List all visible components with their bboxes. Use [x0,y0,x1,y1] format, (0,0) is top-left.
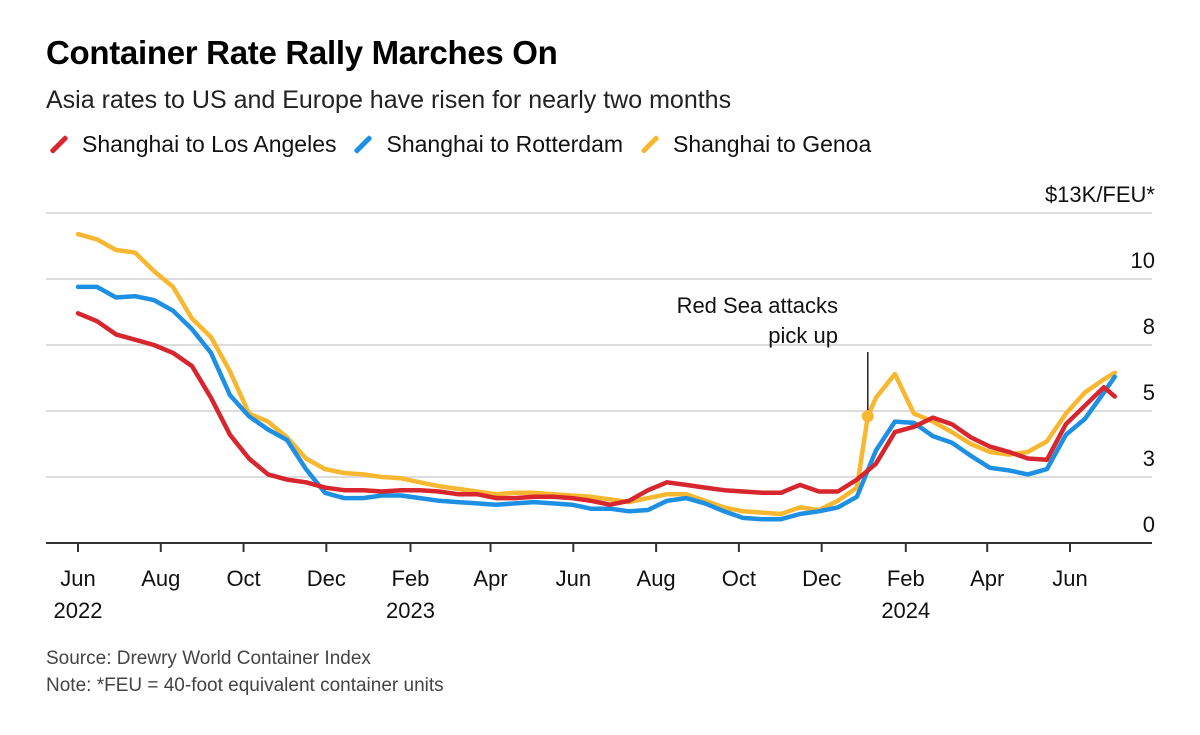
x-tick-label: Jun [556,566,591,591]
x-tick-label: Feb [392,566,430,591]
series-line-shanghai-to-rotterdam [75,284,1118,522]
x-tick-label: Oct [722,566,756,591]
annotation-text: pick up [768,323,838,348]
x-tick-label: Apr [970,566,1004,591]
legend: Shanghai to Los Angeles Shanghai to Rott… [46,131,885,158]
x-tick-label: Jun [60,566,95,591]
y-tick-label: 5 [1143,380,1155,405]
chart-subtitle: Asia rates to US and Europe have risen f… [46,86,732,114]
y-axis-ticks: 0 3 5 8 10 $13K/FEU* [1045,182,1155,537]
series-lines [75,231,1118,522]
annotation-text: Red Sea attacks [677,293,838,318]
y-tick-label: $13K/FEU* [1045,182,1155,207]
x-tick-label: Feb [887,566,925,591]
x-year-label: 2023 [386,598,435,623]
line-chart: 0 3 5 8 10 $13K/FEU* Jun 2022 Aug Oct Dec Feb 2023 A… [46,182,1155,623]
series-line-shanghai-to-los-angeles [75,311,1118,507]
x-tick-label: Oct [226,566,260,591]
source-note: Source: Drewry World Container Index [46,648,371,669]
x-tick-label: Apr [473,566,507,591]
legend-label-los-angeles: Shanghai to Los Angeles [82,131,337,157]
annotation-marker [861,410,874,423]
x-year-label: 2024 [881,598,930,623]
x-year-label: 2022 [54,598,103,623]
x-tick-label: Dec [802,566,841,591]
x-tick-label: Aug [637,566,676,591]
x-axis: Jun 2022 Aug Oct Dec Feb 2023 Apr Jun Aug Oct Dec Fe… [46,542,1152,623]
legend-item-genoa[interactable]: Shanghai to Genoa [637,131,871,158]
legend-label-rotterdam: Shanghai to Rotterdam [386,131,624,157]
y-tick-label: 8 [1143,314,1155,339]
gridlines [46,212,1152,478]
annotation: Red Sea attacks pick up [677,293,874,423]
x-tick-label: Aug [141,566,180,591]
series-line-shanghai-to-genoa [75,231,1118,517]
legend-label-genoa: Shanghai to Genoa [673,131,872,157]
chart-title: Container Rate Rally Marches On [46,34,558,71]
footnote: Note: *FEU = 40-foot equivalent containe… [46,675,444,696]
x-tick-label: Dec [307,566,346,591]
legend-item-rotterdam[interactable]: Shanghai to Rotterdam [350,131,623,158]
y-tick-label: 10 [1131,248,1155,273]
legend-item-los-angeles[interactable]: Shanghai to Los Angeles [46,131,336,158]
x-tick-label: Jun [1052,566,1087,591]
y-tick-label: 3 [1143,446,1155,471]
y-tick-label: 0 [1143,512,1155,537]
